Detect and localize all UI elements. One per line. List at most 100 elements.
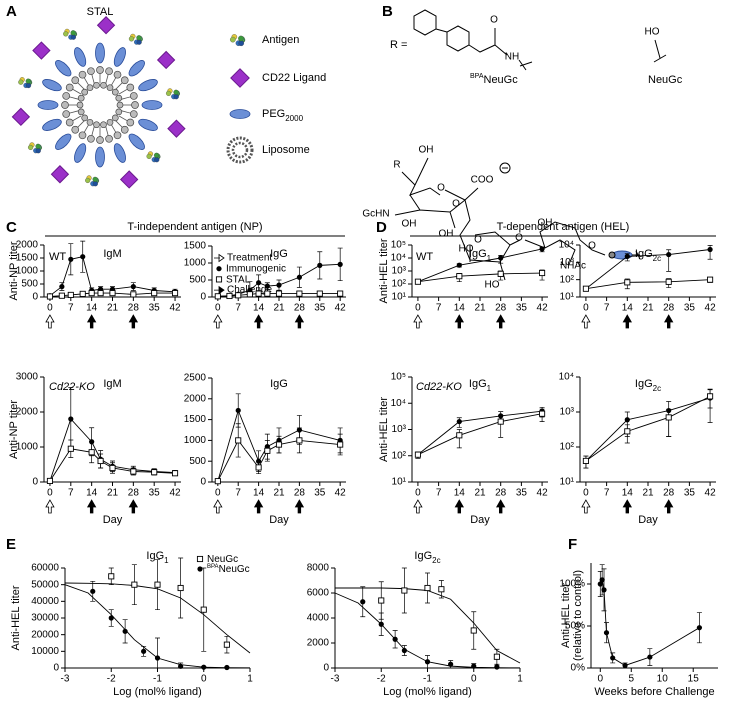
y-tick-label: 50000 [31, 579, 59, 590]
data-point [255, 290, 262, 297]
peg [138, 118, 158, 131]
x-tick-label: 28 [495, 488, 507, 499]
y-tick-label: 500 [189, 456, 206, 467]
data-point [597, 581, 603, 587]
lipid-head [77, 94, 85, 102]
x-tick-label: 0 [201, 674, 207, 685]
y-tick-label: 10¹ [392, 292, 407, 303]
x-tick-label: 21 [273, 488, 285, 499]
data-point [414, 278, 421, 285]
data-point [275, 290, 283, 297]
y-tick-label: 10² [392, 450, 407, 461]
peg [141, 100, 163, 110]
series-line [585, 249, 711, 290]
error-bar [456, 429, 462, 449]
charge [499, 162, 511, 174]
lipid [608, 251, 616, 259]
data-point [177, 584, 184, 592]
lipid-head [116, 101, 124, 109]
data-point [255, 464, 262, 471]
x-tick-label: 21 [642, 488, 654, 499]
cd22-ligand [32, 41, 51, 60]
y-tick-label: 8000 [307, 563, 330, 574]
y-axis-label: Anti-HEL titer [378, 397, 390, 462]
legend-label: Liposome [262, 144, 310, 156]
chart-title: IgM [103, 378, 121, 390]
data-point [200, 606, 207, 613]
data-point [68, 416, 74, 422]
atom-label: GcHN [362, 209, 389, 220]
lipid-head [113, 131, 122, 140]
data-point [275, 441, 283, 448]
lipid-head [81, 88, 89, 96]
lipid-head [62, 92, 71, 100]
y-tick-label: 2500 [184, 373, 207, 384]
x-axis-label: Day [470, 514, 490, 526]
x-axis-label: Day [269, 514, 289, 526]
chart-label: Cd22-KO [49, 381, 95, 393]
text-part: NeuGc [207, 554, 238, 565]
section-header: T-dependent antigen (HEL) [497, 221, 630, 233]
y-tick-label: 0 [32, 477, 38, 488]
data-point [130, 291, 137, 298]
liposome-icon [231, 141, 249, 159]
data-point [378, 621, 384, 627]
peg [42, 118, 62, 131]
text-part: 2000 [285, 114, 303, 123]
antigen-part [136, 39, 142, 45]
text-part: IgM [103, 248, 121, 260]
x-tick-label: 0 [215, 488, 221, 499]
data-point [246, 291, 253, 298]
data-point [264, 447, 271, 454]
atom-label: O [515, 233, 523, 244]
data-point [456, 418, 462, 425]
y-tick-label: 1500 [184, 414, 207, 425]
data-point [470, 627, 477, 634]
x-tick-label: 0 [215, 303, 221, 314]
lipid-head [106, 118, 114, 126]
x-tick-label: 1 [247, 674, 253, 685]
lipid-head [129, 110, 138, 118]
data-point [59, 284, 65, 290]
y-axis-label: Anti-NP titer [8, 241, 20, 300]
legend-label: BPANeuGc [207, 564, 250, 575]
y-axis-label: (relative to control) [572, 570, 584, 661]
antigen-part [238, 35, 244, 42]
treatment-arrow [413, 499, 423, 514]
y-tick-label: 10¹ [392, 477, 407, 488]
data-point [497, 418, 504, 425]
antigen-part [128, 36, 135, 42]
atom-label: OH [402, 219, 417, 230]
lipid-head [86, 84, 94, 92]
challenge-arrow [622, 314, 632, 329]
challenge-arrow [496, 314, 506, 329]
x-tick-label: 35 [314, 488, 326, 499]
text-part: STAL [226, 274, 251, 285]
text-part: 1 [487, 254, 492, 263]
x-axis-label: Day [638, 514, 658, 526]
lipid-head [96, 66, 104, 74]
axis [590, 563, 718, 669]
legend-marker [196, 555, 204, 563]
data-point [539, 410, 546, 417]
text-part: CD22 Ligand [262, 72, 326, 84]
data-point [178, 663, 184, 669]
lipid-head [65, 83, 74, 92]
x-axis-label: Day [103, 514, 123, 526]
y-tick-label: 10⁴ [391, 398, 406, 409]
treatment-arrow [45, 499, 55, 514]
atom-label: O [474, 235, 482, 246]
antigen-part [85, 177, 91, 184]
x-tick-label: 42 [705, 303, 717, 314]
data-point [67, 445, 74, 452]
axis [579, 377, 716, 483]
chart-label: WT [49, 251, 66, 263]
data-point [448, 661, 454, 667]
series-line [417, 248, 543, 283]
data-point [214, 293, 221, 300]
legend-arrow [214, 285, 225, 295]
chart-title: IgG [270, 248, 288, 260]
data-point [97, 290, 104, 297]
data-point [610, 655, 616, 661]
x-tick-label: 14 [622, 303, 634, 314]
